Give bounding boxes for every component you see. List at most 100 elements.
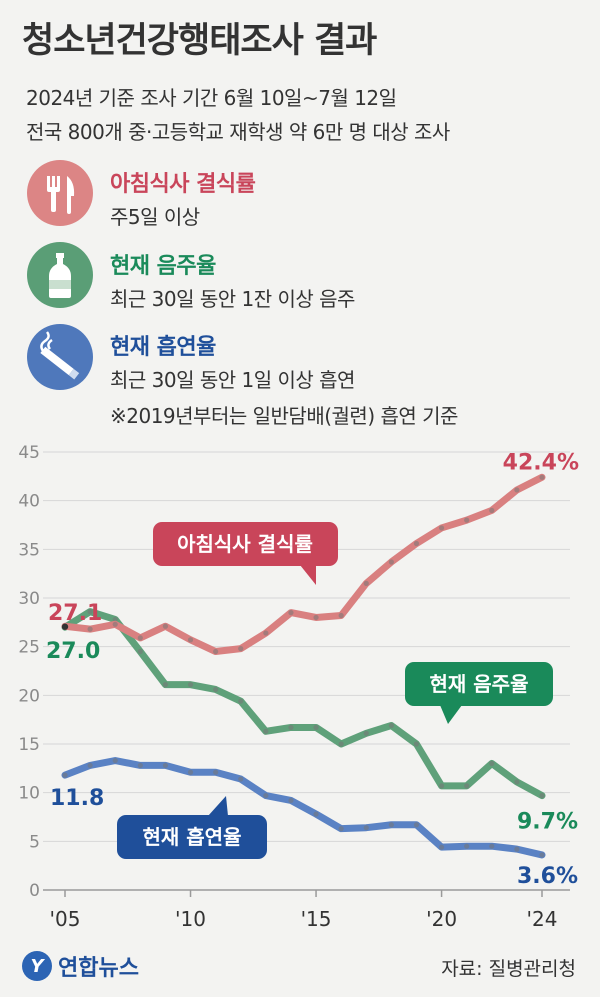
- data-point: [213, 769, 219, 775]
- data-label: 3.6%: [517, 864, 578, 889]
- x-tick-label: '10: [175, 907, 206, 931]
- data-point: [489, 760, 495, 767]
- data-point: [514, 487, 520, 493]
- data-point: [162, 682, 169, 688]
- data-point: [288, 797, 294, 804]
- data-point: [288, 610, 294, 616]
- data-point: [187, 769, 194, 775]
- data-point: [539, 852, 545, 858]
- data-point: [137, 762, 143, 769]
- data-point: [313, 614, 319, 621]
- legend-drinking-desc: 최근 30일 동안 1잔 이상 음주: [110, 287, 355, 311]
- x-tick-label: '05: [50, 907, 81, 931]
- data-point: [137, 635, 143, 641]
- data-point: [514, 846, 520, 852]
- callout-tail: [300, 565, 316, 585]
- publisher-logo: Y 연합뉴스: [22, 950, 139, 982]
- data-point: [288, 724, 294, 731]
- data-point: [238, 698, 244, 704]
- data-point: [238, 646, 244, 652]
- data-point: [489, 843, 495, 849]
- data-point: [413, 741, 420, 747]
- callout-label: 현재 음주율: [430, 672, 529, 696]
- y-tick-label: 30: [18, 589, 40, 609]
- y-tick-label: 15: [18, 735, 40, 755]
- data-point: [489, 507, 495, 513]
- data-point: [313, 811, 319, 817]
- legend-smoking-desc: 최근 30일 동안 1일 이상 흡연: [110, 368, 355, 392]
- callout-bubble: [405, 662, 553, 706]
- data-point: [413, 822, 420, 828]
- data-point: [438, 783, 445, 789]
- data-point: [112, 621, 118, 627]
- data-label: 9.7%: [517, 810, 578, 835]
- data-point: [238, 776, 244, 782]
- data-point: [263, 630, 269, 636]
- data-point: [438, 844, 445, 850]
- start-marker: [61, 623, 69, 630]
- callout-bubble: [117, 815, 267, 859]
- y-tick-label: 45: [18, 443, 40, 463]
- data-point: [388, 559, 394, 565]
- data-point: [363, 825, 369, 831]
- y-tick-label: 20: [18, 686, 40, 706]
- data-point: [62, 772, 68, 778]
- legend-breakfast-name: 아침식사 결식률: [110, 172, 256, 197]
- data-point: [438, 525, 445, 531]
- data-point: [388, 722, 394, 729]
- data-point: [338, 826, 344, 832]
- data-point: [464, 843, 470, 849]
- data-point: [87, 626, 93, 632]
- x-tick-label: '20: [426, 907, 457, 931]
- data-label: 27.1: [48, 601, 102, 626]
- y-tick-label: 10: [18, 784, 40, 804]
- y-tick-label: 35: [18, 540, 40, 560]
- data-point: [338, 612, 344, 619]
- callout-label: 아침식사 결식률: [177, 532, 313, 556]
- data-point: [539, 792, 545, 799]
- data-point: [87, 762, 93, 769]
- callout-tail: [208, 796, 228, 816]
- x-tick-label: '15: [301, 907, 332, 931]
- series-line: [61, 473, 546, 656]
- data-point: [413, 540, 420, 547]
- data-point: [112, 757, 118, 764]
- callout-label: 현재 흡연율: [143, 825, 242, 849]
- fork-knife-icon: [27, 160, 93, 226]
- y-tick-label: 0: [29, 881, 40, 901]
- x-tick-label: '24: [527, 907, 558, 931]
- data-point: [263, 792, 269, 799]
- callout-tail: [440, 705, 462, 724]
- y-tick-label: 5: [29, 832, 40, 852]
- callout-bubble: [153, 522, 338, 566]
- data-point: [162, 762, 169, 769]
- cigarette-icon: [27, 324, 93, 390]
- data-point: [162, 623, 169, 629]
- page-title: 청소년건강행태조사 결과: [22, 21, 377, 61]
- data-point: [338, 741, 344, 747]
- data-point: [187, 637, 194, 643]
- survey-period: 2024년 기준 조사 기간 6월 10일~7월 12일: [26, 86, 397, 110]
- survey-target: 전국 800개 중·고등학교 재학생 약 6만 명 대상 조사: [26, 120, 450, 144]
- data-point: [137, 648, 143, 655]
- data-point: [313, 724, 319, 731]
- legend-smoking-name: 현재 흡연율: [110, 335, 216, 360]
- data-label: 11.8: [50, 786, 104, 811]
- data-point: [87, 609, 93, 615]
- data-label: 27.0: [46, 639, 100, 664]
- data-point: [539, 474, 545, 480]
- bottle-icon: [27, 242, 93, 308]
- data-point: [187, 682, 194, 688]
- legend-smoking-note: ※2019년부터는 일반담배(궐련) 흡연 기준: [110, 404, 458, 428]
- logo-mark: Y: [22, 951, 52, 981]
- series-line: [61, 608, 546, 800]
- legend-breakfast-desc: 주5일 이상: [110, 205, 200, 229]
- data-point: [464, 517, 470, 523]
- data-point: [363, 580, 369, 587]
- data-label: 42.4%: [503, 450, 579, 475]
- data-point: [388, 822, 394, 828]
- y-tick-label: 40: [18, 492, 40, 512]
- data-point: [213, 648, 219, 655]
- legend-drinking-name: 현재 음주율: [110, 254, 216, 279]
